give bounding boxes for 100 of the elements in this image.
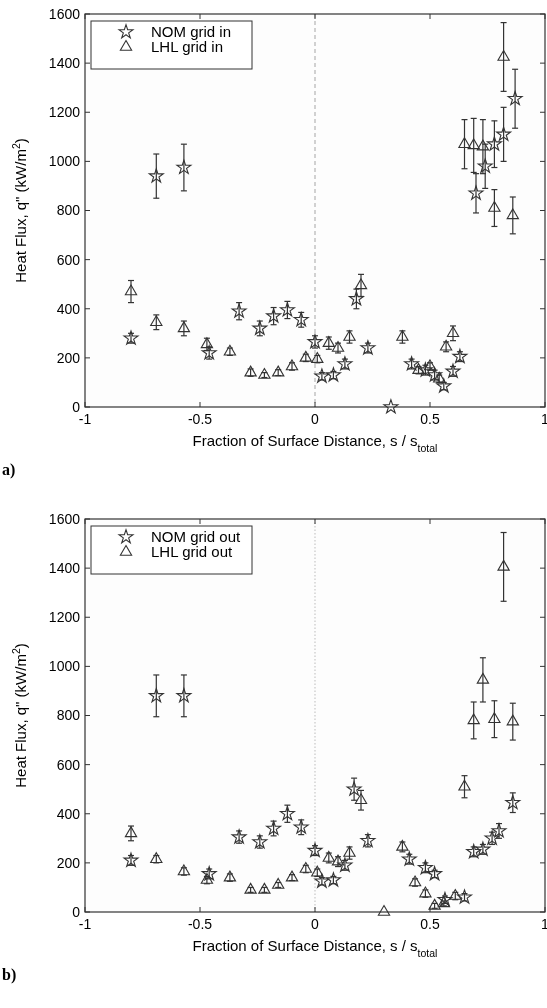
point — [337, 857, 353, 872]
point — [150, 315, 163, 327]
y-tick-label: 400 — [56, 300, 81, 317]
text: b) — [2, 966, 17, 984]
point — [258, 368, 271, 379]
point — [201, 866, 217, 881]
y-tick-label: 1200 — [48, 104, 81, 121]
point — [486, 136, 502, 151]
point — [354, 278, 368, 290]
point — [307, 334, 323, 349]
point — [428, 898, 441, 910]
point — [148, 168, 164, 183]
point — [446, 326, 460, 338]
point — [124, 826, 138, 838]
point — [354, 793, 368, 805]
point — [401, 851, 417, 866]
point — [484, 830, 500, 845]
point — [467, 713, 480, 725]
point — [348, 291, 364, 306]
point — [314, 368, 330, 383]
y-tick-label: 800 — [56, 707, 81, 724]
legend-label: NOM grid out — [151, 528, 242, 546]
y-tick-label: 600 — [56, 251, 81, 268]
x-tick-label: 0.5 — [420, 916, 440, 932]
point — [252, 834, 268, 849]
point — [436, 378, 452, 393]
x-tick-label: -1 — [78, 916, 92, 932]
y-tick-label: 200 — [56, 349, 81, 366]
point — [458, 779, 471, 791]
point — [346, 781, 362, 796]
point — [325, 872, 341, 887]
x-tick-label: 0.5 — [420, 411, 440, 427]
point — [272, 365, 285, 377]
point — [201, 345, 217, 360]
point — [404, 356, 420, 371]
y-tick-label: 0 — [72, 398, 81, 415]
text: a) — [2, 461, 16, 479]
point — [437, 891, 453, 907]
point — [360, 340, 376, 355]
point — [506, 714, 519, 726]
y-tick-label: 1000 — [48, 153, 81, 170]
x-axis-title: Fraction of Surface Distance, s / s$_{total}$ — [192, 937, 438, 959]
y-tick-label: 800 — [56, 202, 81, 219]
point — [177, 321, 191, 333]
point — [148, 687, 164, 703]
point — [244, 882, 257, 894]
point — [258, 882, 271, 894]
point — [506, 208, 519, 220]
x-tick-label: -0.5 — [187, 916, 213, 932]
point — [293, 311, 309, 327]
point — [427, 866, 443, 881]
legend-label: NOM grid in — [151, 23, 232, 41]
y-tick-label: 0 — [72, 903, 81, 920]
point — [497, 559, 510, 571]
point — [124, 284, 138, 296]
point — [497, 49, 510, 61]
point — [279, 805, 295, 821]
point — [231, 303, 247, 318]
y-tick-label: 200 — [56, 854, 81, 871]
y-tick-label: 1400 — [48, 55, 81, 72]
point — [123, 852, 139, 867]
point — [231, 829, 247, 844]
y-tick-label: 1000 — [48, 658, 81, 675]
x-tick-label: -1 — [78, 411, 92, 427]
point — [476, 672, 490, 684]
y-tick-label: 1600 — [48, 510, 81, 527]
point — [266, 308, 282, 323]
y-tick-label: 1400 — [48, 560, 81, 577]
point — [272, 877, 285, 889]
point — [377, 904, 391, 916]
point — [252, 320, 268, 335]
point — [496, 126, 512, 141]
point — [293, 819, 309, 834]
x-tick-label: 0 — [311, 916, 320, 932]
point — [337, 356, 353, 371]
x-axis-title: Fraction of Surface Distance, s / s$_{total}$ — [192, 432, 438, 454]
y-tick-label: 400 — [56, 805, 81, 822]
point — [491, 823, 507, 838]
point — [507, 90, 523, 106]
point — [176, 159, 192, 174]
point — [285, 870, 299, 882]
point — [468, 185, 484, 200]
point — [488, 712, 501, 723]
point — [445, 363, 461, 378]
y-tick-label: 600 — [56, 756, 81, 773]
point — [417, 859, 433, 875]
point — [360, 832, 376, 848]
point — [505, 794, 521, 810]
point — [383, 399, 399, 414]
point — [467, 138, 480, 150]
point — [307, 842, 323, 858]
point — [279, 302, 295, 317]
point — [417, 362, 433, 377]
point — [477, 158, 493, 173]
point — [266, 820, 282, 835]
point — [476, 139, 490, 151]
point — [452, 348, 468, 364]
x-tick-label: -0.5 — [187, 411, 213, 427]
x-tick-label: 0 — [311, 411, 320, 427]
point — [325, 367, 341, 382]
